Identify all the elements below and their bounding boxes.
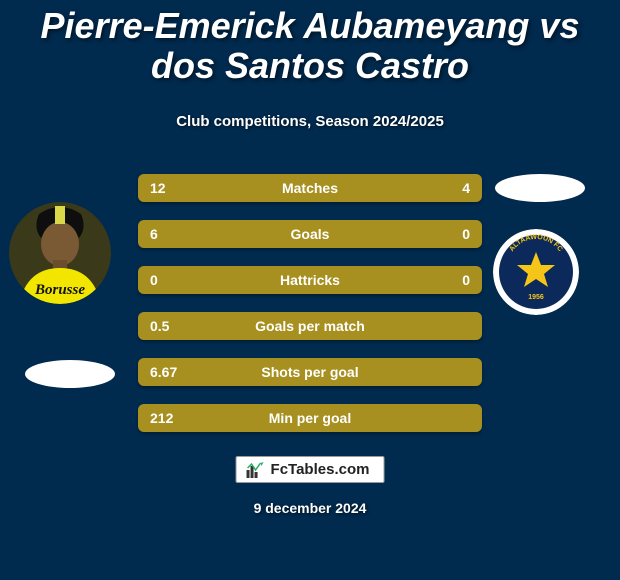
svg-text:1956: 1956 xyxy=(528,294,544,301)
stats-table: 12Matches46Goals00Hattricks00.5Goals per… xyxy=(138,174,482,450)
stat-row: 6.67Shots per goal xyxy=(138,358,482,386)
stat-left-value: 6 xyxy=(138,226,198,242)
club-right-logo-svg: ALTAAWOUN FC 1956 xyxy=(493,229,579,315)
stat-row: 6Goals0 xyxy=(138,220,482,248)
stat-label: Matches xyxy=(198,180,422,196)
stat-label: Hattricks xyxy=(198,272,422,288)
svg-text:Borusse: Borusse xyxy=(34,282,85,298)
stat-row: 12Matches4 xyxy=(138,174,482,202)
stat-left-value: 12 xyxy=(138,180,198,196)
stat-left-value: 0 xyxy=(138,272,198,288)
stat-label: Goals xyxy=(198,226,422,242)
player-right-badge xyxy=(495,174,585,202)
stat-row: 0.5Goals per match xyxy=(138,312,482,340)
brand-icon xyxy=(247,462,265,478)
stat-label: Goals per match xyxy=(198,318,422,334)
stat-right-value: 0 xyxy=(422,272,482,288)
comparison-card: Pierre-Emerick Aubameyang vs dos Santos … xyxy=(0,0,620,580)
stat-right-value: 4 xyxy=(422,180,482,196)
brand-badge[interactable]: FcTables.com xyxy=(236,456,385,483)
stat-left-value: 212 xyxy=(138,410,198,426)
stat-left-value: 0.5 xyxy=(138,318,198,334)
stat-right-value: 0 xyxy=(422,226,482,242)
footer-date: 9 december 2024 xyxy=(0,500,620,516)
page-title: Pierre-Emerick Aubameyang vs dos Santos … xyxy=(0,6,620,85)
player-left-badge xyxy=(25,360,115,388)
stat-left-value: 6.67 xyxy=(138,364,198,380)
stat-row: 0Hattricks0 xyxy=(138,266,482,294)
club-right-logo: ALTAAWOUN FC 1956 xyxy=(493,229,579,315)
player-left-photo: Borusse xyxy=(9,202,111,304)
stat-label: Min per goal xyxy=(198,410,422,426)
brand-text: FcTables.com xyxy=(271,461,370,478)
stat-row: 212Min per goal xyxy=(138,404,482,432)
stat-label: Shots per goal xyxy=(198,364,422,380)
subtitle: Club competitions, Season 2024/2025 xyxy=(0,113,620,130)
player-left-photo-svg: Borusse xyxy=(9,202,111,304)
